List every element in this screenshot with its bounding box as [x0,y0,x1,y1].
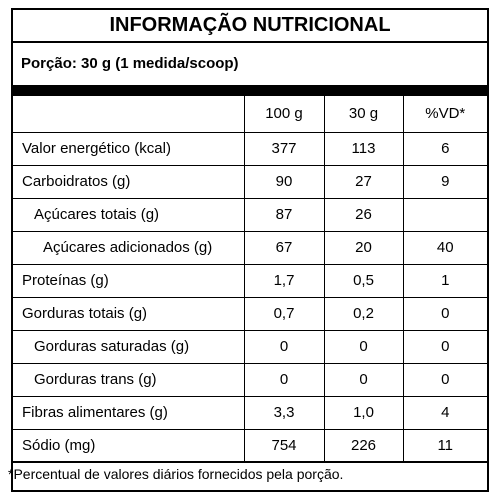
thick-divider [13,85,487,96]
nutrient-name: Gorduras saturadas (g) [13,330,244,364]
nutrition-facts-panel: INFORMAÇÃO NUTRICIONAL Porção: 30 g (1 m… [11,8,489,492]
nutrient-name: Carboidratos (g) [13,165,244,199]
value-vd: 6 [402,132,487,166]
header-cell-100g: 100 g [243,96,324,133]
portion-size: Porção: 30 g (1 medida/scoop) [21,55,239,72]
value-30g: 113 [323,132,403,166]
value-30g: 1,0 [323,396,403,430]
value-100g: 90 [243,165,324,199]
value-vd: 9 [402,165,487,199]
nutrient-name: Sódio (mg) [13,429,244,463]
label-title: INFORMAÇÃO NUTRICIONAL [13,10,487,43]
footnote: *Percentual de valores diários fornecido… [8,466,344,482]
value-vd: 0 [402,363,487,397]
header-cell-nutrient [13,96,244,133]
value-vd: 1 [402,264,487,298]
value-100g: 67 [243,231,324,265]
header-row: 100 g 30 g %VD* [13,96,487,133]
value-vd: 0 [402,297,487,331]
table-row: Gorduras totais (g) 0,7 0,2 0 [13,297,487,331]
nutrient-name: Valor energético (kcal) [13,132,244,166]
value-30g: 226 [323,429,403,463]
table-row: Sódio (mg) 754 226 11 [13,429,487,463]
table-row: Fibras alimentares (g) 3,3 1,0 4 [13,396,487,430]
value-vd: 0 [402,330,487,364]
value-100g: 0,7 [243,297,324,331]
value-100g: 0 [243,330,324,364]
table-row: Carboidratos (g) 90 27 9 [13,165,487,199]
table-row: Proteínas (g) 1,7 0,5 1 [13,264,487,298]
nutrient-name: Fibras alimentares (g) [13,396,244,430]
value-30g: 26 [323,198,403,232]
nutrient-name: Gorduras trans (g) [13,363,244,397]
value-30g: 0,2 [323,297,403,331]
value-30g: 27 [323,165,403,199]
value-vd: 11 [402,429,487,463]
nutrient-name: Açúcares adicionados (g) [13,231,244,265]
value-100g: 87 [243,198,324,232]
value-vd [402,198,487,232]
value-vd: 40 [402,231,487,265]
nutrient-name: Gorduras totais (g) [13,297,244,331]
value-100g: 3,3 [243,396,324,430]
nutrient-name: Proteínas (g) [13,264,244,298]
nutrition-table: 100 g 30 g %VD* Valor energético (kcal) … [13,96,487,463]
value-100g: 0 [243,363,324,397]
value-100g: 377 [243,132,324,166]
nutrient-name: Açúcares totais (g) [13,198,244,232]
table-row: Açúcares adicionados (g) 67 20 40 [13,231,487,265]
value-30g: 0 [323,330,403,364]
table-row: Valor energético (kcal) 377 113 6 [13,132,487,166]
header-cell-vd: %VD* [402,96,487,133]
table-row: Gorduras saturadas (g) 0 0 0 [13,330,487,364]
value-30g: 0,5 [323,264,403,298]
table-row: Gorduras trans (g) 0 0 0 [13,363,487,397]
value-vd: 4 [402,396,487,430]
value-100g: 754 [243,429,324,463]
header-cell-30g: 30 g [323,96,403,133]
value-30g: 0 [323,363,403,397]
table-row: Açúcares totais (g) 87 26 [13,198,487,232]
value-30g: 20 [323,231,403,265]
value-100g: 1,7 [243,264,324,298]
